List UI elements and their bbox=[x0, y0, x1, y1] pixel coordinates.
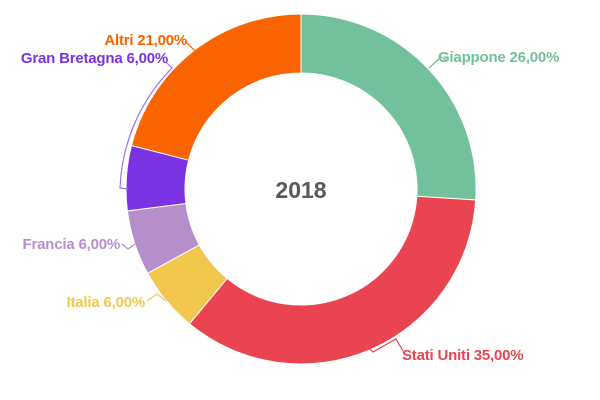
leader-line-giappone bbox=[428, 56, 447, 69]
slice-altri[interactable] bbox=[130, 13, 302, 161]
leader-line-francia bbox=[121, 243, 136, 250]
leader-line-altri bbox=[184, 40, 196, 52]
leader-line-italia bbox=[146, 293, 167, 302]
slice-label-stati-uniti: Stati Uniti 35,00% bbox=[402, 347, 524, 364]
slice-label-altri: Altri 21,00% bbox=[104, 32, 187, 49]
slice-label-gran-bretagna: Gran Bretagna 6,00% bbox=[20, 50, 168, 67]
slice-label-italia: Italia 6,00% bbox=[66, 294, 146, 311]
slice-stati-uniti[interactable] bbox=[188, 195, 477, 365]
center-year-label: 2018 bbox=[275, 177, 327, 203]
slice-label-giappone: Giappone 26,00% bbox=[438, 49, 560, 66]
leader-line-gran-bretagna bbox=[119, 61, 173, 190]
leader-line-stati-uniti bbox=[365, 338, 404, 353]
slice-label-francia: Francia 6,00% bbox=[22, 236, 121, 253]
slice-giappone[interactable] bbox=[300, 13, 477, 201]
